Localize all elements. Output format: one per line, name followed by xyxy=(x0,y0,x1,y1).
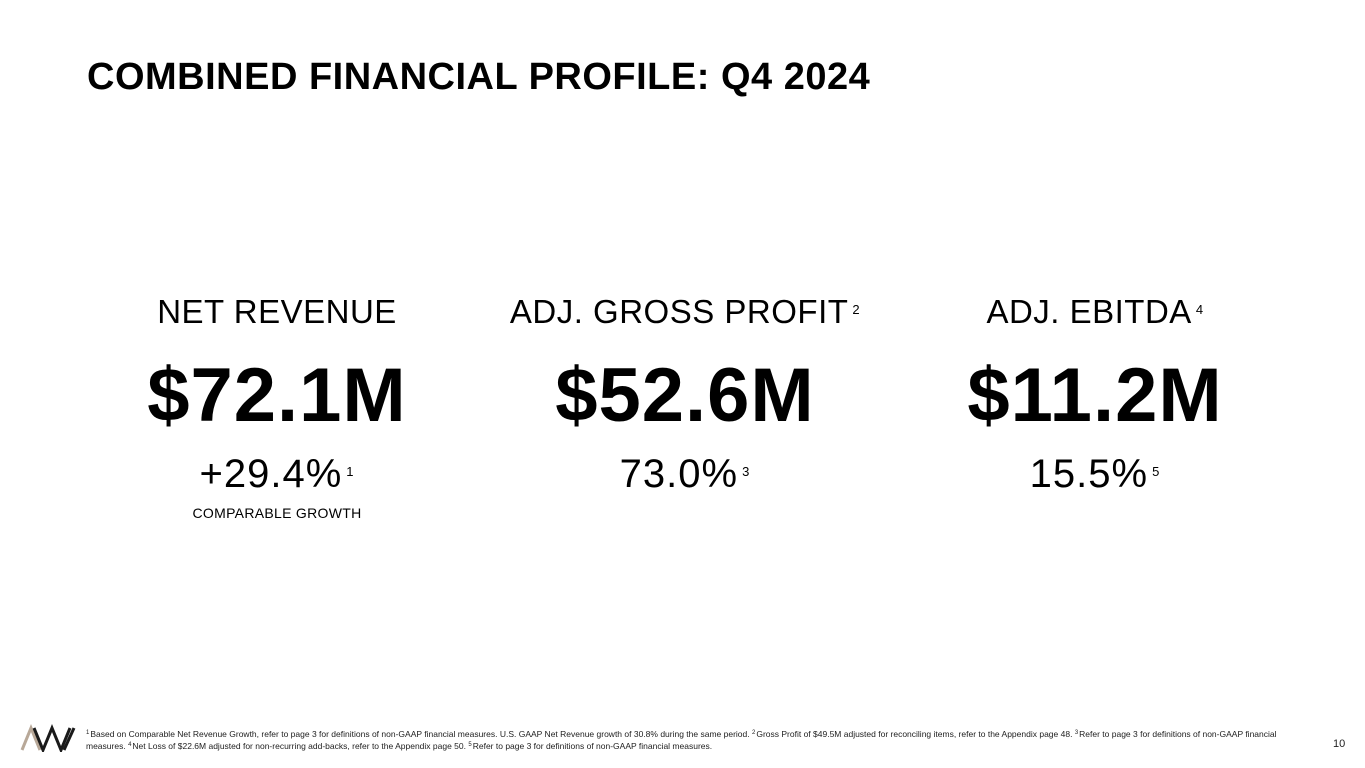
footnote-marker: 3 xyxy=(1074,730,1079,736)
metric-label-text: NET REVENUE xyxy=(157,293,397,330)
metric-value: $52.6M xyxy=(555,353,815,438)
metric-subvalue: 73.0% 3 xyxy=(485,450,885,498)
footnote-marker: 3 xyxy=(742,464,751,479)
footnote-marker: 5 xyxy=(468,742,472,748)
metric-label: NET REVENUE xyxy=(77,290,477,334)
footnote-text: Net Loss of $22.6M adjusted for non-recu… xyxy=(132,741,466,751)
footnote-text: Gross Profit of $49.5M adjusted for reco… xyxy=(756,729,1073,739)
footnote-marker: 1 xyxy=(346,464,355,479)
metric-subvalue-text: 15.5% xyxy=(1029,452,1149,496)
footnote-marker: 2 xyxy=(752,730,756,736)
metric-value: $11.2M xyxy=(967,353,1223,438)
page-title: COMBINED FINANCIAL PROFILE: Q4 2024 xyxy=(87,56,871,98)
footnotes: 1Based on Comparable Net Revenue Growth,… xyxy=(86,728,1311,752)
metric-subvalue-text: +29.4% xyxy=(199,452,343,496)
footnote-text: Refer to page 3 for definitions of non-G… xyxy=(86,729,1277,751)
footnote-marker: 5 xyxy=(1152,464,1161,479)
footnote-marker: 2 xyxy=(852,302,861,317)
footnote-text: Refer to page 3 for definitions of non-G… xyxy=(472,741,713,751)
metric-value: $72.1M xyxy=(147,353,407,438)
metric-subvalue: 15.5% 5 xyxy=(895,450,1295,498)
metric-label-text: ADJ. EBITDA xyxy=(986,293,1192,330)
metric-net-revenue: NET REVENUE $72.1M +29.4% 1 COMPARABLE GR… xyxy=(77,290,477,522)
footnote-marker: 4 xyxy=(1195,302,1204,317)
footnote-marker: 4 xyxy=(128,742,132,748)
metric-subvalue-text: 73.0% xyxy=(619,452,739,496)
footnote-text: Based on Comparable Net Revenue Growth, … xyxy=(90,729,750,739)
company-logo-icon xyxy=(20,724,76,752)
metric-adj-gross-profit: ADJ. GROSS PROFIT 2 $52.6M 73.0% 3 xyxy=(485,290,885,498)
footnote-marker: 1 xyxy=(86,730,90,736)
metric-note: COMPARABLE GROWTH xyxy=(192,505,362,521)
metric-label-text: ADJ. GROSS PROFIT xyxy=(509,293,849,330)
metric-adj-ebitda: ADJ. EBITDA 4 $11.2M 15.5% 5 xyxy=(895,290,1295,498)
metric-label: ADJ. GROSS PROFIT 2 xyxy=(485,290,885,334)
metric-label: ADJ. EBITDA 4 xyxy=(895,290,1295,334)
metric-subvalue: +29.4% 1 xyxy=(77,450,477,498)
page-number: 10 xyxy=(1333,738,1346,750)
